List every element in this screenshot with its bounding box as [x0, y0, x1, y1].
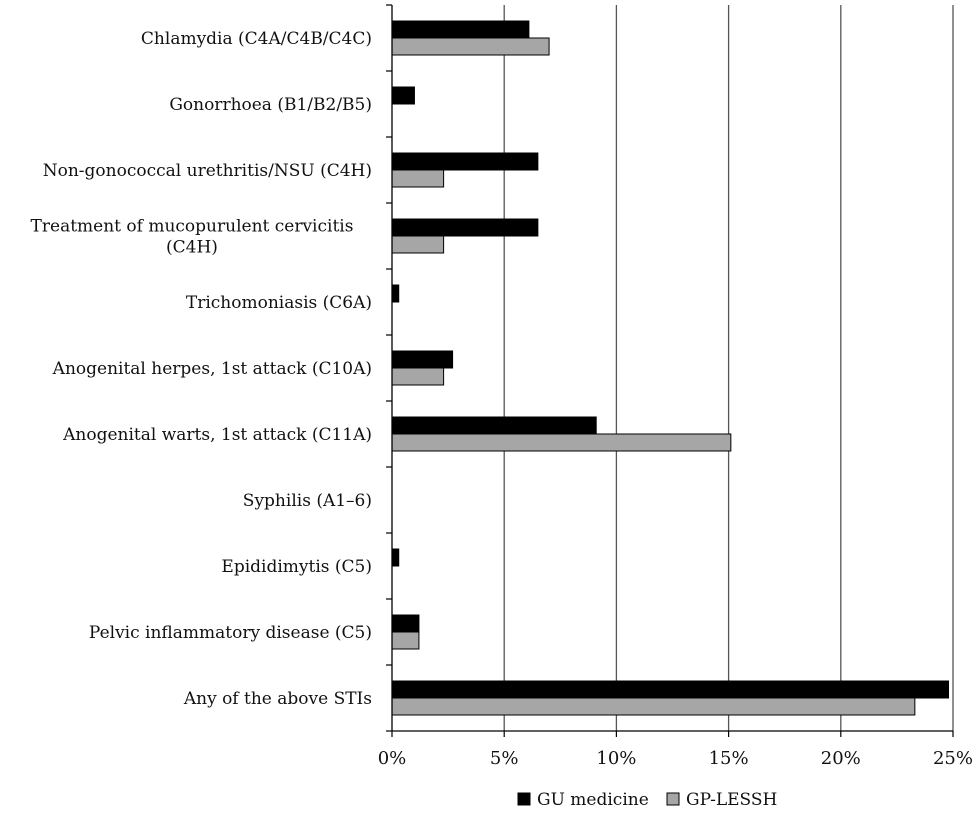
bar-gp-lessh [391, 367, 445, 386]
x-tick-label: 0% [378, 748, 407, 769]
category-label: Chlamydia (C4A/C4B/C4C) [141, 29, 372, 49]
category-label: Epididimytis (C5) [221, 557, 372, 577]
legend-swatch [666, 792, 680, 806]
x-tick-labels: 0% 5% 10% 15% 20% 25% [378, 748, 973, 769]
category-label: Treatment of mucopurulent cervicitis (C4H… [31, 217, 354, 258]
bar-gu-medicine [391, 548, 400, 567]
bars [391, 20, 950, 716]
bar-gu-medicine [391, 152, 539, 171]
category-label: Any of the above STIs [183, 689, 372, 709]
x-tick-label: 10% [596, 748, 636, 769]
bar-gu-medicine [391, 20, 530, 39]
legend: GU medicine GP-LESSH [517, 790, 777, 810]
bar-gu-medicine [391, 680, 950, 699]
category-label: Anogenital herpes, 1st attack (C10A) [52, 359, 372, 379]
bar-gu-medicine [391, 86, 415, 105]
category-label: Non-gonococcal urethritis/NSU (C4H) [43, 161, 372, 181]
bar-gp-lessh [391, 235, 445, 254]
gridlines [503, 5, 954, 731]
legend-item-gp-lessh: GP-LESSH [666, 790, 777, 810]
bar-gu-medicine [391, 416, 597, 435]
legend-label: GP-LESSH [686, 790, 777, 810]
bar-gp-lessh [391, 169, 445, 188]
bar-gp-lessh [391, 631, 420, 650]
bar-gu-medicine [391, 614, 420, 633]
legend-label: GU medicine [537, 790, 649, 810]
legend-item-gu-medicine: GU medicine [517, 790, 649, 810]
bar-gu-medicine [391, 350, 454, 369]
axes [386, 4, 954, 737]
category-label: Syphilis (A1–6) [243, 491, 372, 511]
bar-gp-lessh [391, 433, 732, 452]
category-label: Trichomoniasis (C6A) [186, 293, 372, 313]
category-label: Anogenital warts, 1st attack (C11A) [62, 425, 372, 445]
category-label: Pelvic inflammatory disease (C5) [89, 623, 372, 643]
bar-gu-medicine [391, 284, 400, 303]
x-tick-label: 25% [933, 748, 973, 769]
category-labels: Chlamydia (C4A/C4B/C4C) Gonorrhoea (B1/B2… [31, 29, 372, 709]
category-label: Gonorrhoea (B1/B2/B5) [169, 95, 372, 115]
x-tick-label: 20% [821, 748, 861, 769]
x-tick-label: 5% [490, 748, 519, 769]
bar-gp-lessh [391, 37, 550, 56]
legend-swatch [517, 792, 531, 806]
x-tick-label: 15% [709, 748, 749, 769]
bar-gp-lessh [391, 697, 916, 716]
bar-gu-medicine [391, 218, 539, 237]
